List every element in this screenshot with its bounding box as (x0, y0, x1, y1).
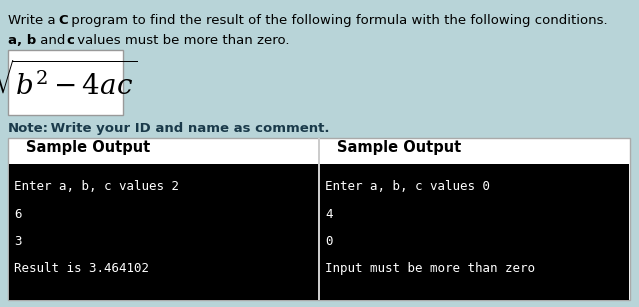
Bar (8, 50, 123, 115)
Text: 6: 6 (14, 208, 22, 220)
Text: 4: 4 (325, 208, 332, 220)
Text: C: C (58, 14, 68, 27)
Text: $\sqrt{b^2-4ac}$: $\sqrt{b^2-4ac}$ (0, 62, 137, 102)
Text: a, b: a, b (8, 34, 36, 47)
Text: Result is 3.464102: Result is 3.464102 (14, 262, 149, 275)
Text: c: c (66, 34, 74, 47)
Bar (8, 138, 630, 300)
Text: 3: 3 (14, 235, 22, 248)
Text: Write your ID and name as comment.: Write your ID and name as comment. (46, 122, 330, 135)
Text: Enter a, b, c values 2: Enter a, b, c values 2 (14, 180, 179, 193)
Text: and: and (36, 34, 70, 47)
Text: Enter a, b, c values 0: Enter a, b, c values 0 (325, 180, 490, 193)
Text: Input must be more than zero: Input must be more than zero (325, 262, 535, 275)
Text: values must be more than zero.: values must be more than zero. (73, 34, 289, 47)
Text: Write a: Write a (8, 14, 60, 27)
Bar (9, 164, 318, 300)
Bar (318, 138, 320, 300)
Text: Sample Output: Sample Output (337, 140, 461, 155)
Bar (320, 164, 629, 300)
Text: program to find the result of the following formula with the following condition: program to find the result of the follow… (67, 14, 608, 27)
Text: 0: 0 (325, 235, 332, 248)
Text: Note:: Note: (8, 122, 49, 135)
Text: Sample Output: Sample Output (26, 140, 150, 155)
